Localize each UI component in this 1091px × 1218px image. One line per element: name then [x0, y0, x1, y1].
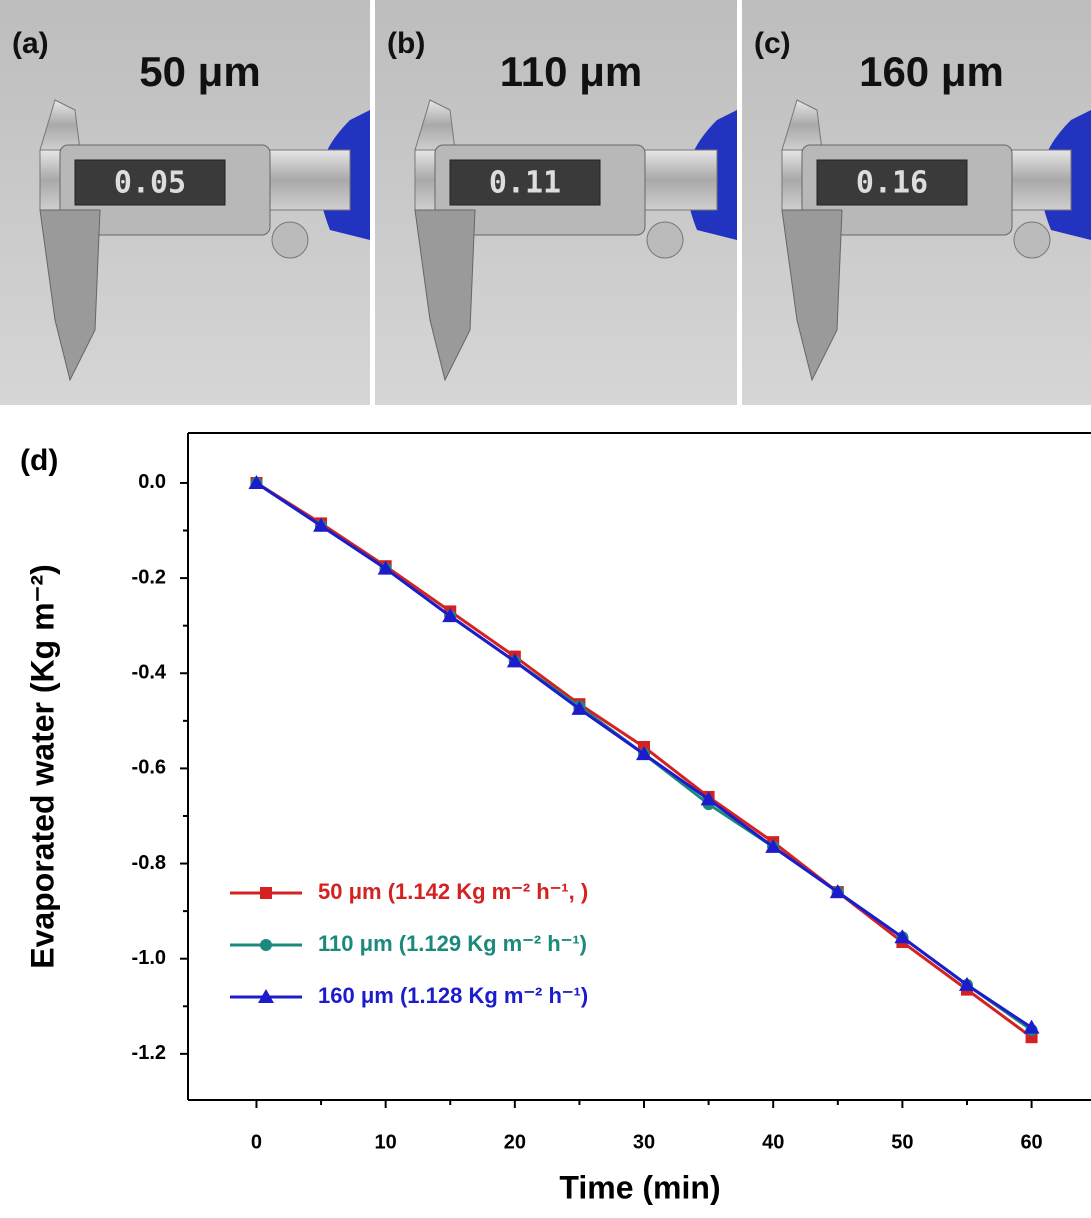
- x-tick-label: 60: [1020, 1131, 1042, 1153]
- x-tick-label: 40: [762, 1131, 784, 1153]
- x-tick-label: 30: [633, 1131, 655, 1153]
- photo-panels: 0.05 (a) 50 μm 0.11 (b) 110 μm 0.16 (c) 160 μm: [0, 0, 1091, 405]
- panel-label: (a): [12, 27, 49, 60]
- caliper-wheel: [271, 221, 309, 259]
- caliper-lcd: [449, 159, 601, 206]
- caliper-lcd: [74, 159, 226, 206]
- marker: [258, 989, 274, 1003]
- marker: [248, 474, 265, 489]
- marker: [260, 939, 272, 951]
- marker: [765, 838, 782, 853]
- marker: [829, 884, 846, 899]
- caliper-jaw-bottom: [39, 209, 101, 382]
- photo: 0.16 (c) 160 μm: [742, 0, 1091, 405]
- photo: 0.05 (a) 50 μm: [0, 0, 370, 405]
- x-tick-label: 50: [891, 1131, 913, 1153]
- y-tick-label: -0.4: [132, 662, 167, 684]
- y-tick-label: -0.8: [132, 852, 166, 874]
- x-tick-label: 10: [375, 1131, 397, 1153]
- legend-label: 110 μm (1.129 Kg m⁻² h⁻¹): [318, 931, 587, 956]
- thickness-label: 160 μm: [859, 48, 1004, 95]
- y-axis-label: Evaporated water (Kg m⁻²): [24, 564, 60, 969]
- photo: 0.11 (b) 110 μm: [375, 0, 737, 405]
- chart: 0.0 -0.2 -0.4 -0.6 -0.8 -1.0 -1.2 0 10 20 30 40 50 60…: [20, 432, 1091, 1205]
- marker: [571, 700, 588, 715]
- lcd-readout: 0.11: [489, 166, 561, 201]
- caliper-lcd: [816, 159, 968, 206]
- caliper-jaw-bottom: [414, 209, 476, 382]
- caliper-jaw-bottom: [781, 209, 843, 382]
- panel-label: (d): [20, 444, 58, 477]
- marker: [313, 517, 330, 532]
- marker: [958, 976, 975, 991]
- thickness-label: 110 μm: [500, 48, 642, 95]
- marker: [442, 608, 459, 623]
- x-tick-label: 20: [504, 1131, 526, 1153]
- marker: [506, 653, 523, 668]
- series: [248, 474, 1040, 1034]
- lcd-readout: 0.05: [114, 166, 186, 201]
- y-tick-label: -0.2: [132, 566, 166, 588]
- marker: [1023, 1019, 1040, 1034]
- panel-label: (c): [754, 27, 791, 60]
- marker: [377, 560, 394, 575]
- x-tick-label: 0: [251, 1131, 262, 1153]
- x-axis-label: Time (min): [559, 1169, 720, 1205]
- y-tick-label: 0.0: [138, 471, 166, 493]
- marker: [700, 791, 717, 806]
- marker: [894, 929, 911, 944]
- marker: [260, 887, 272, 899]
- caliper-wheel: [646, 221, 684, 259]
- y-tick-label: -0.6: [132, 757, 166, 779]
- marker: [636, 746, 653, 761]
- y-tick-label: -1.2: [132, 1042, 166, 1064]
- legend-label: 160 μm (1.128 Kg m⁻² h⁻¹): [318, 983, 588, 1008]
- caliper-wheel: [1013, 221, 1051, 259]
- panel-label: (b): [387, 27, 425, 60]
- lcd-readout: 0.16: [856, 166, 928, 201]
- y-tick-label: -1.0: [132, 947, 166, 969]
- legend-label: 50 μm (1.142 Kg m⁻² h⁻¹, ): [318, 879, 588, 904]
- thickness-label: 50 μm: [139, 48, 260, 95]
